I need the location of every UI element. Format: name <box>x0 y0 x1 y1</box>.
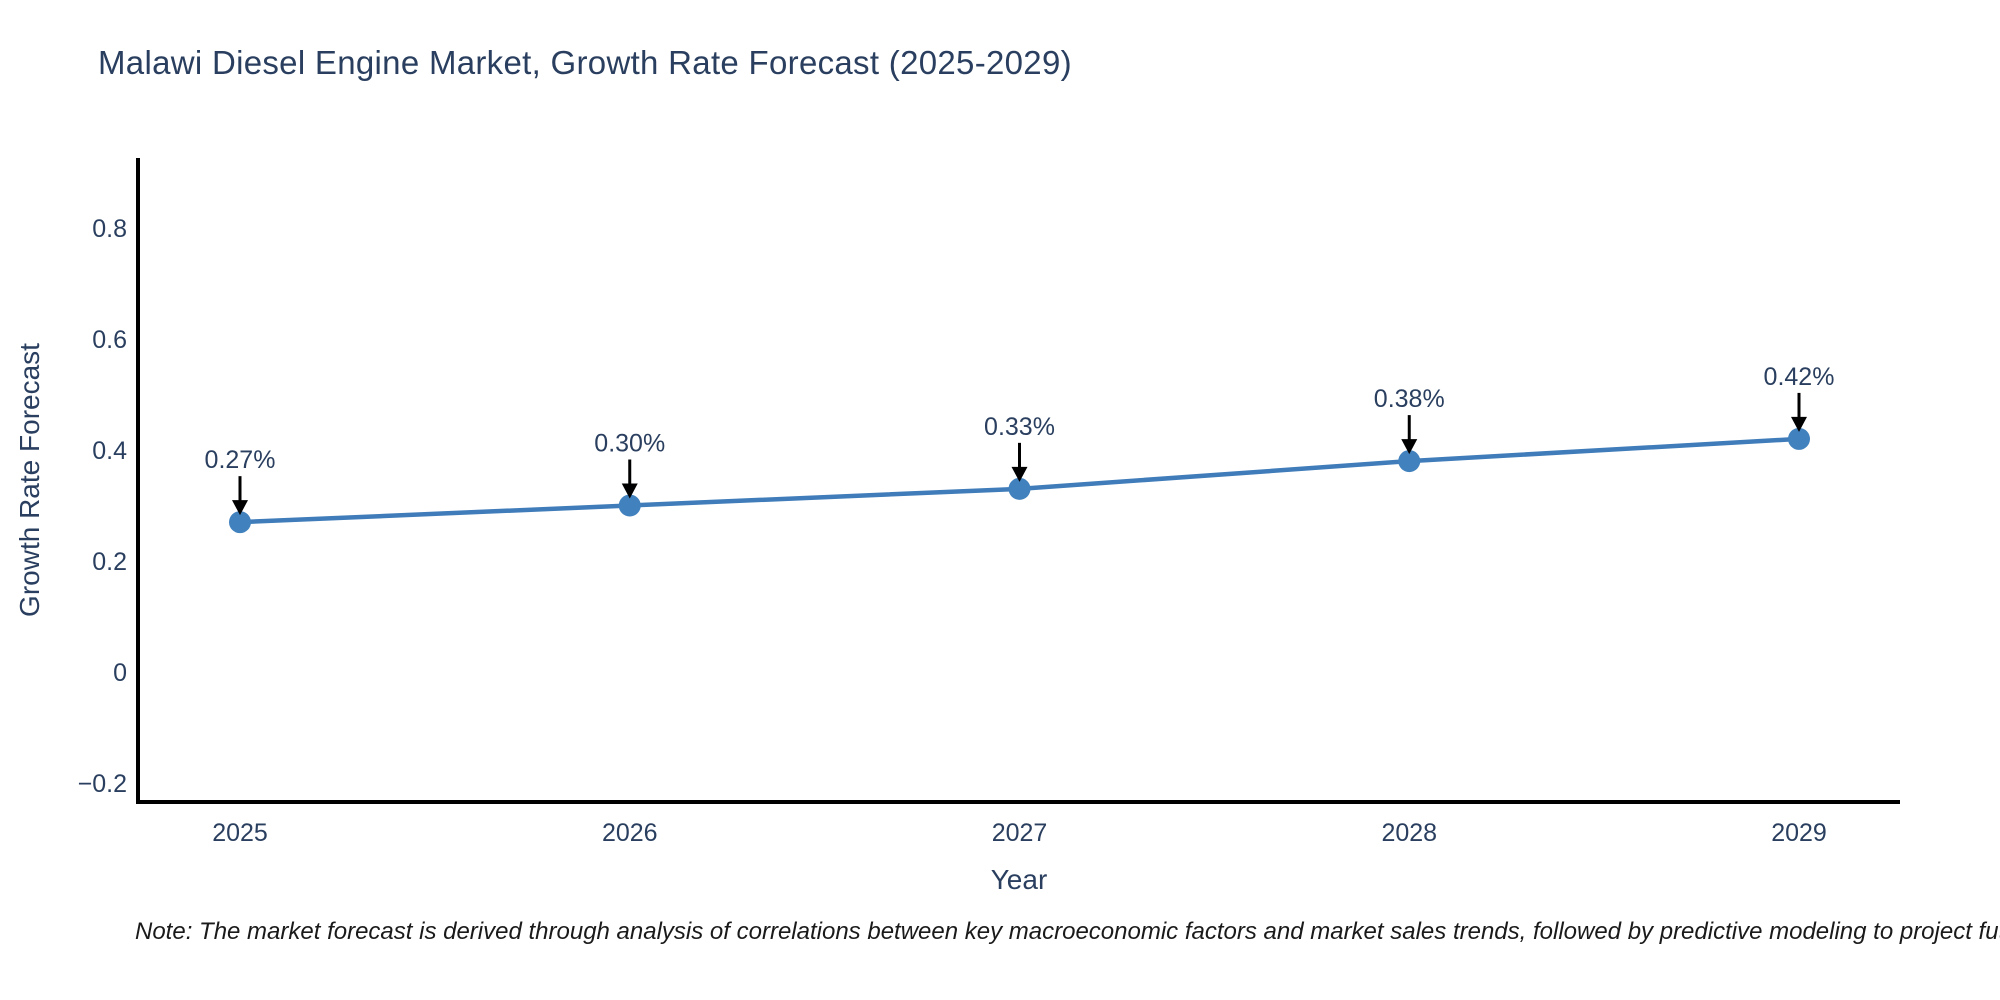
y-tick-label: 0 <box>113 659 127 687</box>
annotation-arrowhead <box>232 500 248 516</box>
annotation-arrowhead <box>621 483 638 499</box>
data-point[interactable] <box>618 494 641 517</box>
y-axis-title: Growth Rate Forecast <box>14 343 45 617</box>
point-annotation-label: 0.42% <box>1764 363 1835 391</box>
point-annotation-label: 0.38% <box>1374 385 1445 413</box>
x-tick-label: 2029 <box>1771 819 1827 847</box>
x-axis-title: Year <box>990 864 1048 895</box>
y-tick-label: −0.2 <box>78 770 127 798</box>
annotation-arrowhead <box>1791 416 1807 432</box>
x-tick-label: 2025 <box>212 819 268 847</box>
data-point[interactable] <box>1398 450 1421 473</box>
y-tick-label: 0.2 <box>92 548 127 576</box>
x-tick-label: 2027 <box>992 819 1048 847</box>
x-tick-label: 2026 <box>602 819 658 847</box>
chart-title: Malawi Diesel Engine Market, Growth Rate… <box>98 44 1072 81</box>
data-point[interactable] <box>229 511 251 534</box>
y-tick-label: 0.6 <box>92 326 127 354</box>
annotation-arrowhead <box>1011 466 1028 482</box>
x-tick-label: 2028 <box>1381 819 1437 847</box>
point-annotation-label: 0.30% <box>594 430 665 458</box>
point-annotation-label: 0.33% <box>984 413 1055 441</box>
y-tick-label: 0.8 <box>92 215 127 243</box>
data-point[interactable] <box>1008 477 1031 500</box>
point-annotation-label: 0.27% <box>205 446 276 474</box>
y-tick-label: 0.4 <box>92 437 127 465</box>
annotation-arrowhead <box>1401 439 1418 455</box>
footnote: Note: The market forecast is derived thr… <box>135 918 2000 945</box>
data-point[interactable] <box>1788 427 1810 450</box>
